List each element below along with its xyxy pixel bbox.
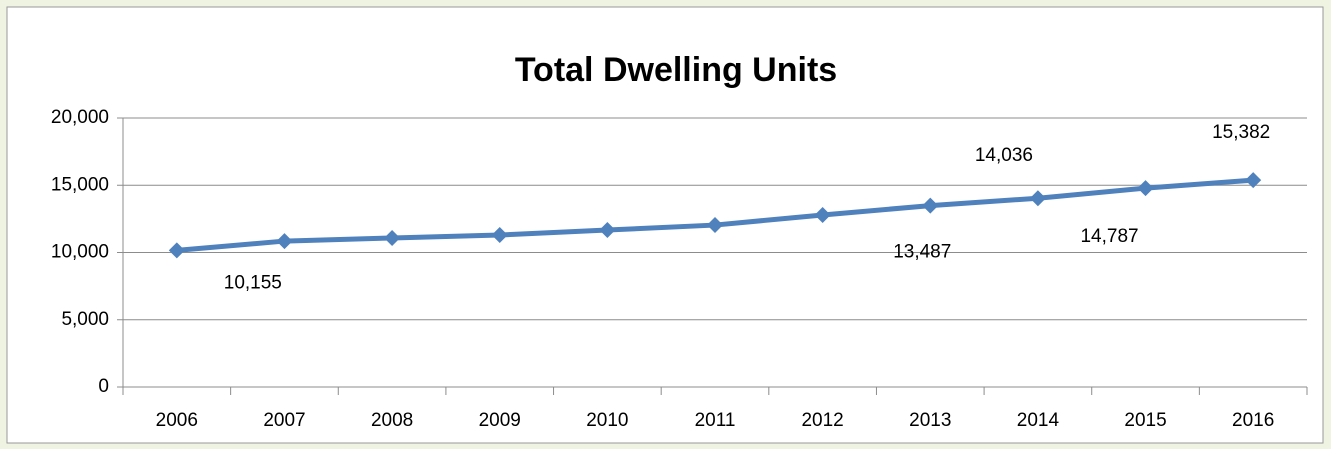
marker: [922, 197, 939, 214]
y-tick-label: 5,000: [61, 309, 109, 330]
marker: [1029, 190, 1046, 207]
x-tick-label: 2016: [1232, 410, 1274, 431]
x-tick-label: 2012: [801, 410, 843, 431]
y-tick-label: 0: [98, 376, 109, 397]
marker: [168, 242, 185, 259]
x-tick-label: 2011: [695, 410, 736, 431]
data-label: 15,382: [1212, 122, 1270, 143]
marker: [384, 229, 401, 246]
chart-title: Total Dwelling Units: [515, 51, 837, 89]
data-label: 10,155: [224, 272, 282, 293]
x-tick-label: 2010: [586, 410, 628, 431]
marker: [599, 222, 616, 239]
marker: [1137, 180, 1154, 197]
y-tick-label: 20,000: [51, 107, 109, 128]
y-tick-label: 15,000: [51, 174, 109, 195]
y-tick-label: 10,000: [51, 242, 109, 263]
x-tick-label: 2015: [1124, 410, 1166, 431]
x-tick-label: 2013: [909, 410, 951, 431]
marker: [1245, 172, 1262, 189]
data-label: 13,487: [893, 242, 951, 263]
data-label: 14,787: [1080, 226, 1138, 247]
marker: [491, 227, 508, 244]
x-tick-label: 2007: [263, 410, 305, 431]
marker: [707, 217, 723, 234]
marker: [276, 233, 293, 250]
data-label: 14,036: [975, 145, 1033, 166]
x-tick-label: 2006: [156, 410, 198, 431]
marker: [814, 206, 831, 223]
x-tick-label: 2008: [371, 410, 413, 431]
x-tick-label: 2014: [1017, 410, 1060, 431]
x-tick-label: 2009: [479, 410, 521, 431]
